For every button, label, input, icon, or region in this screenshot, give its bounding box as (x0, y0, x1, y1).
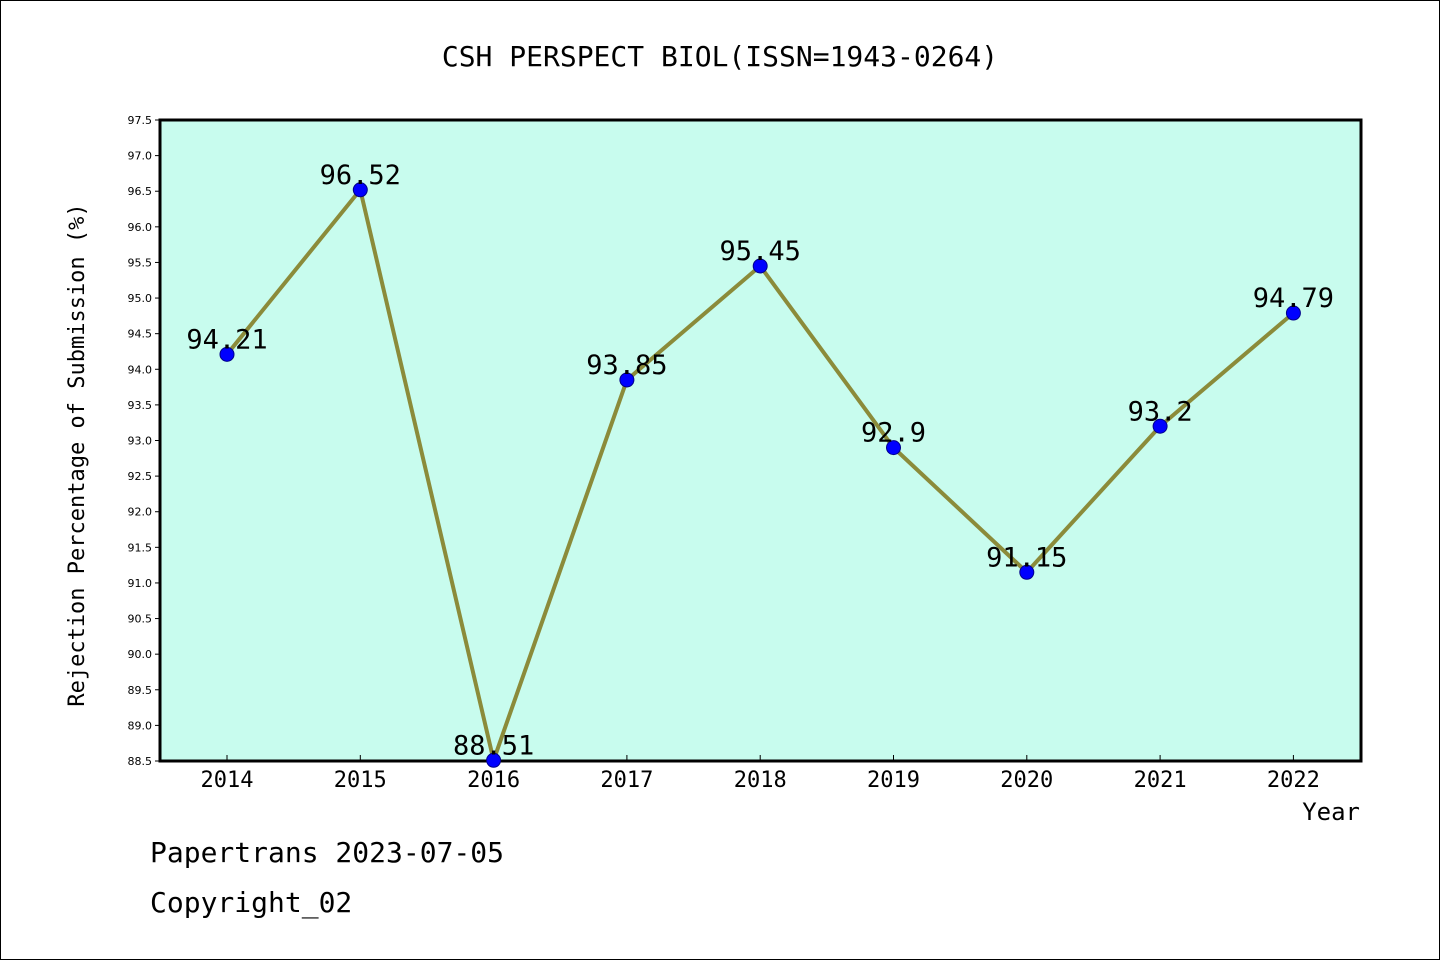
y-tick-label: 90.0 (128, 648, 153, 661)
x-tick-label: 2015 (334, 768, 387, 793)
y-tick-label: 91.0 (128, 577, 153, 590)
y-tick-label: 93.5 (128, 399, 153, 412)
data-point (1152, 418, 1168, 434)
data-point (619, 372, 635, 388)
y-tick-label: 94.5 (128, 328, 153, 341)
x-tick-label: 2016 (467, 768, 520, 793)
plot-area (158, 118, 1363, 763)
data-point (752, 258, 768, 274)
data-label: 92.9 (861, 418, 926, 449)
data-label: 93.85 (586, 350, 667, 381)
y-tick-label: 88.5 (128, 755, 153, 768)
data-label: 91.15 (986, 542, 1067, 573)
x-tick-label: 2019 (867, 768, 920, 793)
data-point (486, 752, 502, 768)
data-point (1285, 305, 1301, 321)
y-tick-label: 96.5 (128, 185, 153, 198)
y-axis: 88.5 89.0 89.5 90.0 90.5 91.0 91.5 92.0 92.5 93.0… (128, 114, 160, 768)
y-tick-label: 96.0 (128, 221, 153, 234)
y-tick-label: 89.0 (128, 719, 153, 732)
data-label: 88.51 (453, 730, 534, 761)
y-tick-label: 89.5 (128, 684, 153, 697)
chart-title: CSH PERSPECT BIOL(ISSN=1943-0264) (442, 40, 998, 73)
y-tick-label: 95.0 (128, 292, 153, 305)
footer-date: Papertrans 2023-07-05 (150, 836, 505, 869)
y-tick-label: 92.0 (128, 506, 153, 519)
y-tick-label: 92.5 (128, 470, 153, 483)
data-label: 93.2 (1128, 396, 1193, 427)
series-layer: 94.21 96.52 88.51 93.85 95.45 92.9 91.15 93.2 94… (186, 160, 1334, 768)
y-tick-label: 91.5 (128, 541, 153, 554)
x-tick-label: 2021 (1134, 768, 1187, 793)
data-point (352, 182, 368, 198)
x-tick-label: 2022 (1267, 768, 1320, 793)
data-label: 95.45 (720, 236, 801, 267)
x-tick-label: 2020 (1000, 768, 1053, 793)
x-tick-label: 2018 (734, 768, 787, 793)
y-tick-label: 95.5 (128, 256, 153, 269)
x-axis-label: Year (1302, 798, 1360, 826)
data-label: 94.21 (186, 324, 267, 355)
data-point (1019, 564, 1035, 580)
x-tick-label: 2014 (201, 768, 254, 793)
y-tick-label: 93.0 (128, 435, 153, 448)
data-point (886, 440, 901, 456)
y-tick-label: 97.0 (128, 150, 153, 163)
data-point (219, 346, 235, 362)
y-tick-label: 94.0 (128, 363, 153, 376)
x-axis: 2014 2015 2016 2017 2018 2019 2020 2021 2022 (201, 755, 1320, 793)
footer-copyright: Copyright_02 (150, 886, 353, 919)
data-label: 94.79 (1253, 283, 1334, 314)
y-axis-label: Rejection Percentage of Submission (%) (65, 203, 90, 706)
x-tick-label: 2017 (600, 768, 653, 793)
y-tick-label: 97.5 (128, 114, 153, 127)
data-label: 96.52 (320, 160, 401, 191)
y-tick-label: 90.5 (128, 613, 153, 626)
